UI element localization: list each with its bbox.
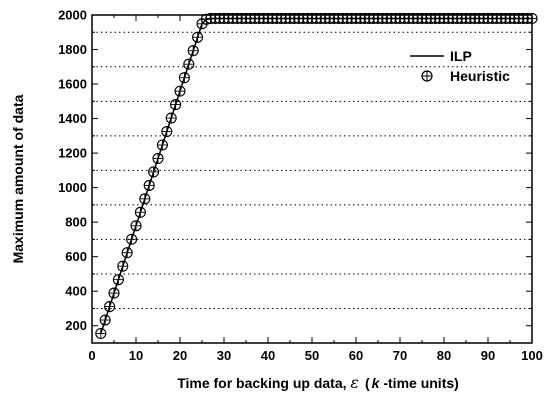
heuristic-point-7 [126, 233, 138, 245]
x-tick-label-6: 60 [349, 348, 363, 363]
heuristic-point-4 [112, 274, 124, 286]
heuristic-point-1 [99, 314, 111, 326]
ticks-layer [91, 14, 533, 343]
legend-ilp-label: ILP [450, 48, 472, 64]
heuristic-point-2 [104, 301, 116, 313]
heuristic-point-8 [130, 220, 142, 232]
plot-frame [91, 14, 533, 344]
y-tick-label-5: 1200 [58, 146, 87, 161]
tick-labels-layer: 0 10 20 30 40 50 60 70 80 90 100 200 400 600 800 1000 12… [58, 8, 543, 364]
x-tick-label-3: 30 [217, 348, 231, 363]
heuristic-point-9 [134, 206, 146, 218]
ilp-series-line [100, 17, 532, 334]
legend: ILP Heuristic [410, 48, 510, 84]
x-axis-title-paren-open: ( [365, 375, 370, 391]
heuristic-point-12 [148, 166, 160, 178]
y-tick-label-4: 1000 [58, 180, 87, 195]
x-tick-label-5: 50 [305, 348, 319, 363]
legend-heuristic-label: Heuristic [450, 68, 510, 84]
heuristic-point-5 [117, 260, 129, 272]
heuristic-point-17 [170, 99, 182, 111]
x-tick-label-8: 80 [437, 348, 451, 363]
heuristic-point-3 [108, 287, 120, 299]
x-axis-title: Time for backing up data, ε (k -time unit… [177, 373, 459, 392]
x-tick-label-9: 90 [481, 348, 495, 363]
heuristic-point-18 [174, 85, 186, 97]
heuristic-point-22 [192, 31, 204, 43]
heuristic-point-0 [95, 327, 107, 340]
legend-heuristic-marker [421, 70, 433, 82]
x-tick-label-2: 20 [173, 348, 187, 363]
heuristic-point-20 [183, 58, 195, 70]
x-tick-label-4: 40 [261, 348, 275, 363]
y-tick-label-1: 400 [65, 284, 87, 299]
y-tick-label-9: 2000 [58, 8, 87, 23]
y-tick-label-7: 1600 [58, 77, 87, 92]
x-tick-label-7: 70 [393, 348, 407, 363]
y-axis-title: Maximum amount of data [10, 94, 26, 263]
heuristic-point-15 [161, 125, 173, 138]
x-tick-label-0: 0 [88, 348, 95, 363]
x-tick-label-1: 10 [129, 348, 143, 363]
heuristic-point-10 [139, 193, 151, 205]
y-tick-label-8: 1800 [58, 42, 87, 57]
y-tick-label-2: 600 [65, 249, 87, 264]
heuristic-point-6 [121, 247, 133, 259]
heuristic-point-11 [143, 179, 155, 191]
y-tick-label-3: 800 [65, 215, 87, 230]
heuristic-point-13 [152, 152, 164, 165]
y-tick-label-0: 200 [65, 318, 87, 333]
x-tick-label-10: 100 [521, 348, 543, 363]
x-axis-title-k: k [372, 375, 381, 391]
heuristic-point-21 [187, 45, 199, 57]
y-tick-label-6: 1400 [58, 111, 87, 126]
heuristic-point-19 [178, 72, 190, 84]
x-axis-title-text: Time for backing up data, [177, 375, 350, 391]
heuristic-point-14 [156, 139, 168, 151]
x-axis-title-units: -time units) [379, 375, 458, 391]
heuristic-point-16 [165, 112, 177, 124]
x-axis-title-symbol: ε [350, 373, 359, 392]
